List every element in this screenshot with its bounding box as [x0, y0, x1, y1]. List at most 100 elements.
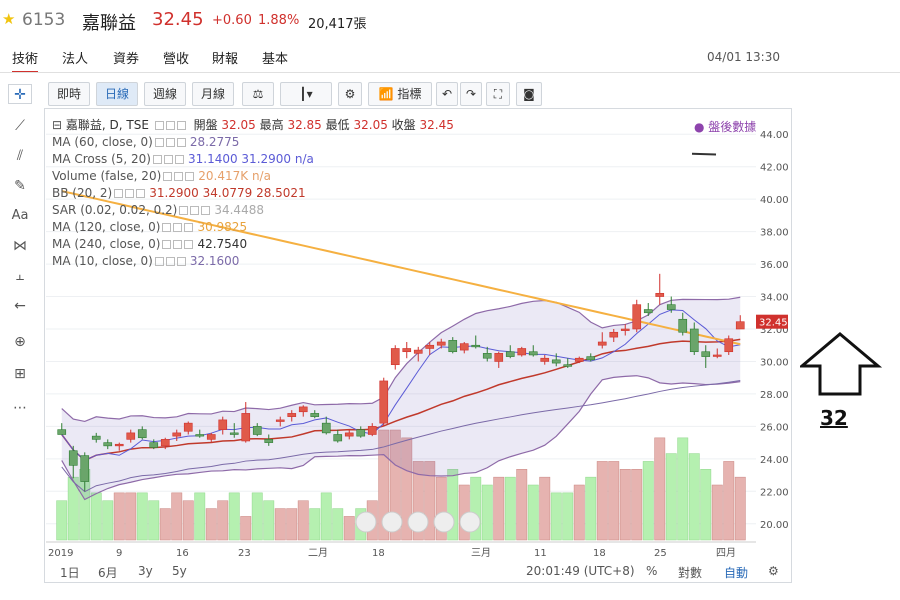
close-icon[interactable]: [185, 172, 195, 181]
favorite-star-icon[interactable]: ★: [2, 10, 16, 28]
brush-icon[interactable]: ✎: [14, 178, 26, 194]
close-icon[interactable]: [176, 257, 186, 266]
pattern-icon[interactable]: ⋈: [13, 238, 27, 254]
arrow-left-icon[interactable]: ←: [14, 298, 26, 314]
eye-icon[interactable]: [163, 172, 173, 181]
measure-icon[interactable]: ⊞: [14, 366, 26, 382]
after-hours-link[interactable]: ● 盤後數據: [694, 120, 757, 134]
fib-icon[interactable]: ⫽: [16, 148, 24, 164]
tab-basic[interactable]: 基本: [262, 52, 289, 67]
settings-icon[interactable]: [125, 189, 135, 198]
more-icon[interactable]: ⋯: [13, 400, 27, 416]
indicator-name[interactable]: Volume (false, 20): [52, 169, 162, 183]
x-tick-label: 16: [176, 548, 189, 559]
close-icon[interactable]: [136, 189, 146, 198]
settings-icon[interactable]: [174, 172, 184, 181]
candle-body: [643, 309, 653, 314]
zoom-control-icon[interactable]: [407, 511, 429, 533]
chart-type-icon[interactable]: ┃▾: [280, 82, 332, 106]
y-tick-label: 28.00: [760, 390, 789, 401]
indicator-name[interactable]: SAR (0.02, 0.02, 0.2): [52, 203, 178, 217]
indicator-values: 31.1400 31.2900 n/a: [187, 152, 314, 166]
log-scale-button[interactable]: 對數: [678, 566, 703, 580]
crosshair-icon[interactable]: ✛: [8, 84, 32, 104]
zoom-control-icon[interactable]: [381, 511, 403, 533]
indicator-name[interactable]: MA Cross (5, 20): [52, 152, 151, 166]
volume-bar: [194, 492, 206, 541]
settings-icon[interactable]: [173, 223, 183, 232]
high-label: 最高: [259, 118, 284, 132]
settings-icon[interactable]: [165, 121, 175, 130]
auto-scale-button[interactable]: 自動: [724, 566, 749, 580]
tab-technical[interactable]: 技術: [12, 48, 39, 73]
camera-icon[interactable]: ◙: [516, 82, 542, 106]
close-icon[interactable]: [176, 121, 186, 130]
ma5-line: [61, 309, 741, 462]
close-icon[interactable]: [176, 138, 186, 147]
zoom-control-icon[interactable]: [459, 511, 481, 533]
volume-bar: [596, 461, 608, 541]
candle-body: [80, 455, 90, 482]
zoom-control-icon[interactable]: [355, 511, 377, 533]
range-3y-button[interactable]: 3y: [138, 564, 153, 578]
compare-icon[interactable]: ⚖: [242, 82, 274, 106]
close-icon[interactable]: [174, 155, 184, 164]
volume-bar: [332, 508, 344, 541]
close-icon[interactable]: [184, 223, 194, 232]
tab-institutional[interactable]: 法人: [62, 52, 89, 67]
price-chart[interactable]: 20.00 22.00 24.00 26.00 28.00 30.00 32.00 34.00…: [46, 110, 790, 562]
trend-line-icon[interactable]: ⟋: [15, 118, 25, 134]
text-tool-icon[interactable]: Aa: [11, 208, 29, 223]
daily-button[interactable]: 日線: [96, 82, 138, 106]
eye-icon[interactable]: [152, 155, 162, 164]
zoom-icon[interactable]: ⊕: [14, 334, 26, 350]
indicator-name[interactable]: MA (10, close, 0): [52, 254, 153, 268]
settings-icon[interactable]: [173, 240, 183, 249]
eye-icon[interactable]: [154, 257, 164, 266]
eye-icon[interactable]: [114, 189, 124, 198]
indicator-name[interactable]: MA (120, close, 0): [52, 220, 161, 234]
eye-icon[interactable]: [162, 223, 172, 232]
indicator-name[interactable]: MA (60, close, 0): [52, 135, 153, 149]
ruler-icon[interactable]: ⫠: [15, 268, 25, 284]
collapse-icon[interactable]: ⊟: [52, 118, 63, 132]
settings-icon[interactable]: [190, 206, 200, 215]
tab-revenue[interactable]: 營收: [163, 52, 190, 67]
y-tick-label: 26.00: [760, 422, 789, 433]
tab-margin[interactable]: 資券: [113, 52, 140, 67]
gear-icon[interactable]: ⚙: [338, 82, 362, 106]
settings-icon[interactable]: [163, 155, 173, 164]
range-1d-button[interactable]: 1日: [60, 566, 80, 580]
tab-financials[interactable]: 財報: [212, 52, 239, 67]
indicator-name[interactable]: MA (240, close, 0): [52, 237, 161, 251]
zoom-control-icon[interactable]: [433, 511, 455, 533]
range-5y-button[interactable]: 5y: [172, 564, 187, 578]
candle-body: [275, 419, 285, 422]
percent-scale-button[interactable]: %: [646, 564, 658, 578]
volume-bar: [263, 500, 275, 541]
y-tick-label: 40.00: [760, 195, 789, 206]
monthly-button[interactable]: 月線: [192, 82, 234, 106]
candle-body: [298, 406, 308, 413]
settings-icon[interactable]: [165, 257, 175, 266]
close-icon[interactable]: [201, 206, 211, 215]
redo-icon[interactable]: ↷: [460, 82, 482, 106]
candle-body: [540, 357, 550, 362]
fullscreen-icon[interactable]: ⛶: [486, 82, 510, 106]
eye-icon[interactable]: [154, 138, 164, 147]
volume-bar: [217, 500, 229, 541]
indicators-button[interactable]: 📶 指標: [368, 82, 432, 106]
scale-settings-icon[interactable]: ⚙: [768, 564, 779, 578]
settings-icon[interactable]: [165, 138, 175, 147]
eye-icon[interactable]: [162, 240, 172, 249]
undo-icon[interactable]: ↶: [436, 82, 458, 106]
candle-body: [735, 321, 745, 330]
eye-icon[interactable]: [154, 121, 164, 130]
intraday-button[interactable]: 即時: [48, 82, 90, 106]
close-value: 32.45: [419, 118, 454, 132]
weekly-button[interactable]: 週線: [144, 82, 186, 106]
indicator-name[interactable]: BB (20, 2): [52, 186, 113, 200]
range-6m-button[interactable]: 6月: [98, 566, 118, 580]
eye-icon[interactable]: [179, 206, 189, 215]
close-icon[interactable]: [184, 240, 194, 249]
